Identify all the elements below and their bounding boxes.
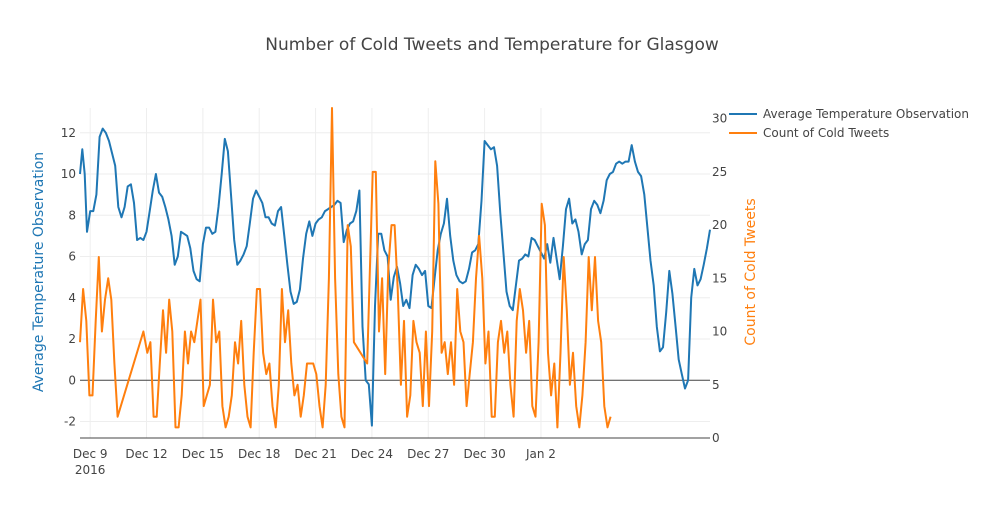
x-tick-label: Dec 18 xyxy=(238,447,280,461)
y-right-tick-label: 20 xyxy=(712,218,727,232)
y-left-tick-label: -2 xyxy=(64,415,76,429)
series-line-temperature xyxy=(79,127,711,427)
y-left-tick-label: 0 xyxy=(68,373,76,387)
y-right-tick-label: 25 xyxy=(712,165,727,179)
y-left-tick-label: 10 xyxy=(61,167,76,181)
x-tick-label: Dec 30 xyxy=(463,447,505,461)
y-right-tick-label: 30 xyxy=(712,112,727,126)
y-left-tick-label: 12 xyxy=(61,126,76,140)
x-tick-label: Dec 21 xyxy=(294,447,336,461)
y-left-tick-label: 4 xyxy=(68,291,76,305)
legend[interactable]: Average Temperature Observation Count of… xyxy=(729,107,969,140)
series-line-cold-tweets xyxy=(79,107,612,429)
legend-item-cold-tweets[interactable]: Count of Cold Tweets xyxy=(729,126,889,140)
x-tick-label: Dec 9 xyxy=(73,447,108,461)
legend-label-cold-tweets: Count of Cold Tweets xyxy=(763,126,889,140)
y-left-tick-label: 6 xyxy=(68,250,76,264)
y-right-tick-label: 0 xyxy=(712,431,720,445)
y-right-tick-label: 10 xyxy=(712,325,727,339)
axes: -2 0 2 4 6 8 10 12 0 5 10 15 20 25 30 Dec 9 2016 Dec 12 De… xyxy=(61,112,728,477)
y-right-tick-label: 5 xyxy=(712,378,720,392)
legend-label-temperature: Average Temperature Observation xyxy=(763,107,969,121)
series-layer xyxy=(79,107,711,429)
gridlines xyxy=(80,108,710,438)
x-tick-label: Dec 27 xyxy=(407,447,449,461)
y-left-axis-title: Average Temperature Observation xyxy=(31,152,47,392)
y-right-axis-title: Count of Cold Tweets xyxy=(743,198,759,345)
x-tick-sublabel: 2016 xyxy=(75,463,106,477)
x-tick-label: Jan 2 xyxy=(525,447,556,461)
chart-title: Number of Cold Tweets and Temperature fo… xyxy=(265,35,719,55)
y-left-tick-label: 2 xyxy=(68,332,76,346)
y-left-tick-label: 8 xyxy=(68,208,76,222)
x-tick-label: Dec 24 xyxy=(351,447,393,461)
x-tick-label: Dec 15 xyxy=(182,447,224,461)
legend-item-temperature[interactable]: Average Temperature Observation xyxy=(729,107,969,121)
y-right-tick-label: 15 xyxy=(712,271,727,285)
x-tick-label: Dec 12 xyxy=(125,447,167,461)
